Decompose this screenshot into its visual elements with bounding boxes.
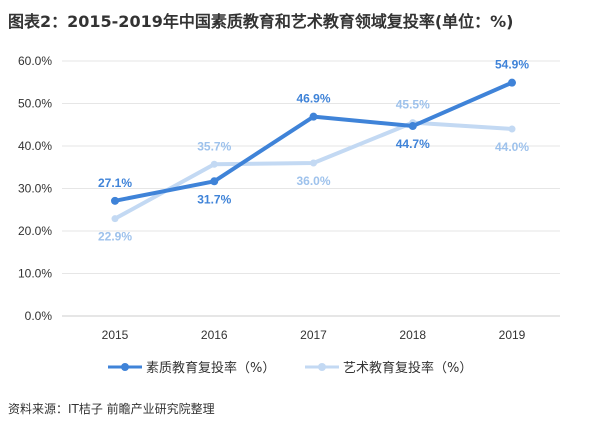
data-point-1 <box>309 112 318 121</box>
legend-marker-1 <box>121 363 129 371</box>
data-label-2: 45.5% <box>396 98 430 112</box>
y-tick-label: 40.0% <box>18 139 52 153</box>
legend-label-2: 艺术教育复投率（%） <box>343 360 472 376</box>
y-tick-label: 10.0% <box>18 267 52 281</box>
legend-label-1: 素质教育复投率（%） <box>146 360 275 376</box>
y-tick-label: 0.0% <box>25 309 53 323</box>
legend: 素质教育复投率（%） 艺术教育复投率（%） <box>108 360 472 376</box>
data-label-1: 46.9% <box>296 92 330 106</box>
data-point-1 <box>111 196 119 205</box>
data-label-1: 31.7% <box>197 192 231 206</box>
data-label-2: 36.0% <box>296 174 330 188</box>
data-point-2 <box>310 159 317 167</box>
data-point-2 <box>508 125 516 133</box>
data-point-1 <box>508 78 516 87</box>
data-point-1 <box>210 177 219 186</box>
data-point-2 <box>111 215 119 223</box>
data-label-2: 35.7% <box>197 139 231 153</box>
y-axis-ticks: 0.0% 10.0% 20.0% 30.0% 40.0% 50.0% 60.0% <box>18 54 52 323</box>
y-tick-label: 30.0% <box>18 182 52 196</box>
x-axis-ticks: 2015 2016 2017 2018 2019 <box>102 328 526 342</box>
data-point-1 <box>408 122 417 131</box>
y-tick-label: 50.0% <box>18 97 52 111</box>
x-tick-label: 2018 <box>399 328 426 342</box>
y-tick-label: 60.0% <box>18 54 52 68</box>
source-note: 资料来源：IT桔子 前瞻产业研究院整理 <box>8 402 215 416</box>
data-labels: 27.1% 31.7% 46.9% 44.7% 54.9% 22.9% 35.7% 36.0%… <box>98 58 529 244</box>
chart-title: 图表2：2015-2019年中国素质教育和艺术教育领域复投率(单位：%) <box>8 12 514 31</box>
data-label-1: 54.9% <box>495 58 529 72</box>
y-tick-label: 20.0% <box>18 224 52 238</box>
data-point-2 <box>210 160 218 168</box>
x-tick-label: 2015 <box>102 328 129 342</box>
legend-marker-2 <box>318 363 326 371</box>
x-tick-label: 2017 <box>300 328 327 342</box>
data-label-2: 44.0% <box>495 140 529 154</box>
x-tick-label: 2019 <box>499 328 526 342</box>
line-chart: 0.0%10.0%20.0%30.0%40.0%50.0%60.0% 2015 2… <box>18 54 560 376</box>
grid-lines <box>62 60 560 317</box>
data-label-2: 22.9% <box>98 230 132 244</box>
series-line-2 <box>113 120 514 221</box>
data-label-1: 44.7% <box>396 137 430 151</box>
data-label-1: 27.1% <box>98 176 132 190</box>
series-lines <box>111 78 516 223</box>
x-tick-label: 2016 <box>201 328 228 342</box>
